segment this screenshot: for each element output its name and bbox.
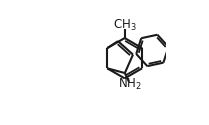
Text: NH$_2$: NH$_2$ bbox=[119, 77, 142, 92]
Text: CH$_3$: CH$_3$ bbox=[113, 18, 136, 33]
